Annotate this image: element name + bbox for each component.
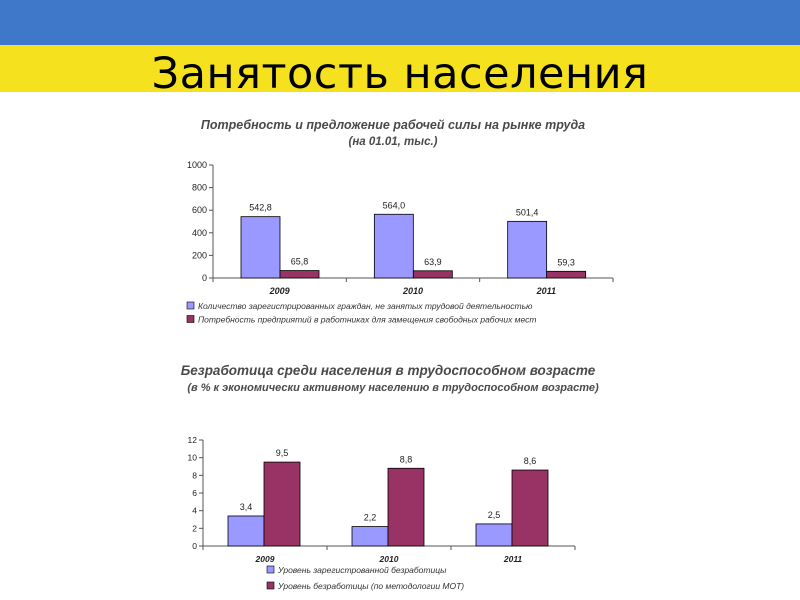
chart1-bar-a-2011: [507, 220, 548, 279]
chart1-title: Потребность и предложение рабочей силы н…: [200, 118, 586, 132]
chart1-bar-a-2010: [373, 213, 414, 279]
chart2-y-tick-label: 6: [192, 488, 197, 498]
chart1-data-label: 542,8: [249, 203, 272, 213]
chart2-y-tick-label: 12: [188, 435, 198, 445]
chart1-y-tick-label: 200: [192, 250, 207, 260]
slide-title: Занятость населения: [151, 49, 649, 99]
chart1-data-label: 65,8: [291, 257, 309, 267]
chart1-legend-label: Количество зарегистрированных граждан, н…: [198, 301, 533, 311]
flag-stripe-blue: [0, 0, 800, 45]
chart1-legend-swatch: [186, 301, 195, 310]
chart1-legend-label: Потребность предприятий в работниках для…: [198, 315, 536, 325]
chart2-category-label: 2011: [503, 554, 523, 564]
flag-stripe-yellow: [0, 45, 800, 92]
chart2-bar-b-2009: [263, 461, 301, 547]
chart2-data-label: 8,8: [400, 454, 413, 464]
chart2-data-label: 2,2: [364, 513, 377, 523]
chart1-bar-b-2009: [279, 270, 320, 279]
chart2-category-label: 2010: [379, 554, 399, 564]
chart2-legend-label: Уровень безработицы (по методологии МОТ): [277, 581, 464, 591]
chart2-legend-swatch: [266, 565, 275, 574]
chart1-category-label: 2010: [402, 286, 423, 296]
chart2-bar-b-2010: [387, 467, 425, 547]
chart2-data-label: 8,6: [524, 456, 537, 466]
chart2-legend-swatch: [266, 581, 275, 590]
chart2-y-tick-label: 8: [192, 470, 197, 480]
chart1-y-tick-label: 600: [192, 205, 207, 215]
chart2-subtitle: (в % к экономически активному населению …: [187, 382, 599, 394]
chart1-y-tick-label: 400: [192, 228, 207, 238]
chart1-bar-b-2010: [412, 270, 453, 279]
chart2-y-tick-label: 0: [192, 541, 197, 551]
chart2-bar-b-2011: [511, 469, 549, 547]
chart2-y-tick-label: 10: [188, 453, 198, 463]
chart1-subtitle: (на 01.01, тыс.): [348, 136, 438, 148]
chart1-data-label: 63,9: [424, 257, 442, 267]
chart2-data-label: 3,4: [240, 502, 253, 512]
chart1-legend-swatch: [186, 315, 195, 323]
chart2-data-label: 2,5: [488, 510, 501, 520]
chart1-bar-a-2009: [240, 216, 281, 279]
chart2-bar-a-2010: [351, 526, 389, 547]
chart1-y-tick-label: 800: [192, 183, 207, 193]
chart1-category-label: 2009: [269, 286, 290, 296]
chart1-data-label: 501,4: [516, 207, 539, 217]
chart1-data-label: 59,3: [557, 257, 575, 267]
chart1-y-tick-label: 0: [202, 273, 207, 283]
chart2-y-tick-label: 2: [192, 523, 197, 533]
chart2-legend-label: Уровень зарегистрованной безработицы: [277, 565, 447, 575]
chart2-category-label: 2009: [255, 554, 275, 564]
chart1-y-tick-label: 1000: [187, 160, 207, 170]
chart2-data-label: 9,5: [276, 448, 289, 458]
chart1-category-label: 2011: [536, 286, 556, 296]
chart1-bar-b-2011: [546, 270, 587, 279]
chart1-data-label: 564,0: [383, 200, 406, 210]
chart2-y-tick-label: 4: [192, 506, 197, 516]
chart2-bar-a-2011: [475, 523, 513, 547]
chart2-title: Безработица среди населения в трудоспосо…: [180, 363, 596, 378]
chart2-bar-a-2009: [227, 515, 265, 547]
